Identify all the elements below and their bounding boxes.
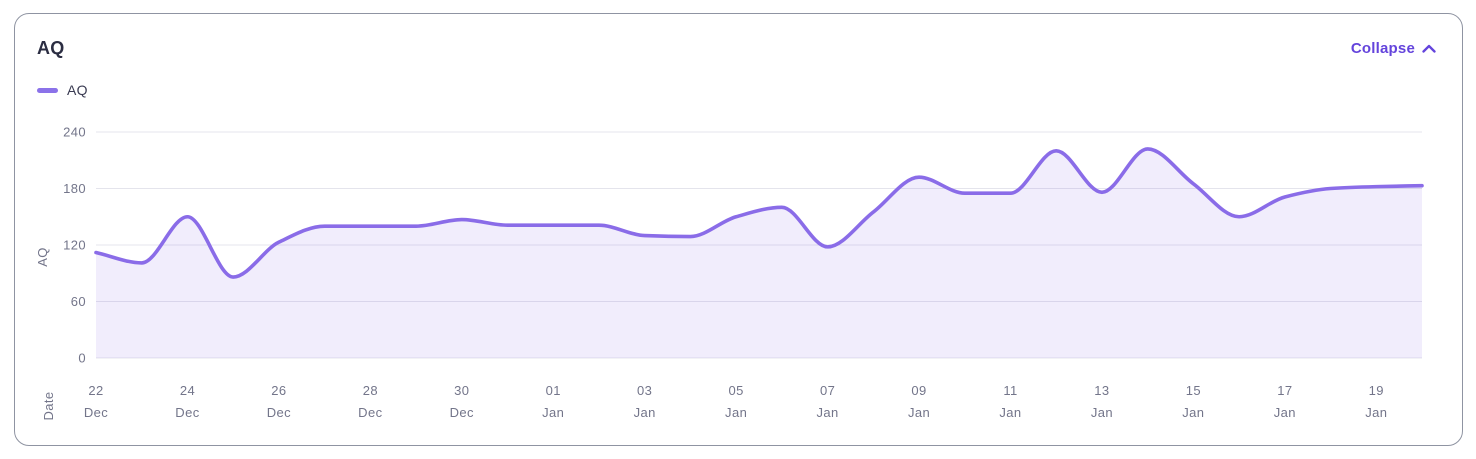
x-tick-month: Jan xyxy=(1182,405,1204,420)
x-tick-day: 01 xyxy=(546,383,561,398)
x-axis-ticks: 22 Dec 24 Dec 26 Dec 28 Dec 30 Dec 01 Jan 03 Jan 05 Jan… xyxy=(84,383,1387,420)
legend-label-aq: AQ xyxy=(67,82,88,98)
x-tick-month: Dec xyxy=(450,405,474,420)
y-tick-label: 60 xyxy=(71,294,86,309)
y-axis-ticks: 0 60 120 180 240 xyxy=(63,125,86,366)
y-tick-label: 180 xyxy=(63,181,86,196)
x-tick-month: Jan xyxy=(542,405,564,420)
x-tick-month: Jan xyxy=(817,405,839,420)
y-axis-title: AQ xyxy=(35,247,50,267)
x-tick-day: 05 xyxy=(729,383,744,398)
x-tick-day: 17 xyxy=(1277,383,1292,398)
legend-swatch-aq xyxy=(37,87,58,93)
aq-chart-panel: AQ Collapse AQ 0 60 120 180 240 22 Dec 24 Dec 26… xyxy=(14,13,1463,446)
x-tick-day: 13 xyxy=(1094,383,1109,398)
x-tick-month: Dec xyxy=(84,405,108,420)
x-axis-title: Date xyxy=(41,391,56,420)
chart-legend: AQ xyxy=(37,82,88,98)
x-tick-month: Jan xyxy=(725,405,747,420)
x-tick-day: 15 xyxy=(1186,383,1201,398)
chevron-up-icon xyxy=(1422,44,1436,54)
x-tick-month: Jan xyxy=(1091,405,1113,420)
x-tick-day: 22 xyxy=(88,383,103,398)
x-tick-month: Dec xyxy=(267,405,291,420)
x-tick-day: 19 xyxy=(1369,383,1384,398)
x-tick-day: 28 xyxy=(363,383,378,398)
x-tick-day: 03 xyxy=(637,383,652,398)
x-tick-day: 07 xyxy=(820,383,835,398)
y-tick-label: 0 xyxy=(78,351,86,366)
x-tick-month: Dec xyxy=(175,405,199,420)
x-tick-month: Jan xyxy=(999,405,1021,420)
panel-header: AQ Collapse xyxy=(37,38,1436,59)
x-tick-day: 30 xyxy=(454,383,469,398)
x-tick-month: Jan xyxy=(1365,405,1387,420)
page-title: AQ xyxy=(37,38,65,58)
y-tick-label: 240 xyxy=(63,125,86,140)
collapse-button[interactable]: Collapse xyxy=(1351,40,1436,57)
x-tick-day: 24 xyxy=(180,383,195,398)
x-tick-month: Jan xyxy=(1274,405,1296,420)
collapse-button-label: Collapse xyxy=(1350,40,1415,57)
series-layer xyxy=(94,147,1424,358)
x-tick-month: Jan xyxy=(634,405,656,420)
line-series-aq xyxy=(94,147,1424,279)
x-tick-day: 26 xyxy=(271,383,286,398)
x-tick-day: 11 xyxy=(1003,383,1017,398)
x-tick-month: Dec xyxy=(358,405,382,420)
x-tick-day: 09 xyxy=(911,383,926,398)
area-fill xyxy=(96,148,1422,358)
y-tick-label: 120 xyxy=(63,238,86,253)
aq-area-chart: 0 60 120 180 240 22 Dec 24 Dec 26 Dec 28 Dec 30 Dec 01… xyxy=(35,125,1424,421)
x-tick-month: Jan xyxy=(908,405,930,420)
